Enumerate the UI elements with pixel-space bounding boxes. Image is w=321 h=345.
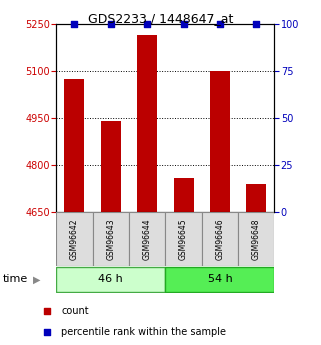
Bar	[129, 212, 165, 266]
Bar	[202, 212, 238, 266]
Text: GSM96648: GSM96648	[252, 218, 261, 260]
Bar	[64, 79, 84, 212]
Text: 46 h: 46 h	[98, 275, 123, 284]
Text: GSM96642: GSM96642	[70, 218, 79, 260]
Text: time: time	[3, 275, 29, 284]
Point	[181, 21, 186, 27]
Bar	[165, 267, 274, 292]
Text: GSM96645: GSM96645	[179, 218, 188, 260]
Bar	[246, 184, 266, 212]
Bar	[56, 267, 165, 292]
Bar	[173, 178, 194, 212]
Point	[45, 308, 50, 313]
Bar	[56, 212, 92, 266]
Text: 54 h: 54 h	[207, 275, 232, 284]
Point	[45, 329, 50, 335]
Text: GSM96646: GSM96646	[215, 218, 224, 260]
Text: GSM96643: GSM96643	[106, 218, 115, 260]
Bar	[210, 71, 230, 212]
Text: GSM96644: GSM96644	[143, 218, 152, 260]
Point	[254, 21, 259, 27]
Bar	[101, 121, 121, 212]
Text: ▶: ▶	[33, 275, 41, 284]
Bar	[92, 212, 129, 266]
Bar	[238, 212, 274, 266]
Bar	[137, 35, 157, 212]
Point	[144, 21, 150, 27]
Point	[108, 21, 113, 27]
Text: percentile rank within the sample: percentile rank within the sample	[61, 327, 226, 337]
Text: count: count	[61, 306, 89, 315]
Point	[72, 21, 77, 27]
Point	[217, 21, 222, 27]
Text: GDS2233 / 1448647_at: GDS2233 / 1448647_at	[88, 12, 233, 25]
Bar	[165, 212, 202, 266]
